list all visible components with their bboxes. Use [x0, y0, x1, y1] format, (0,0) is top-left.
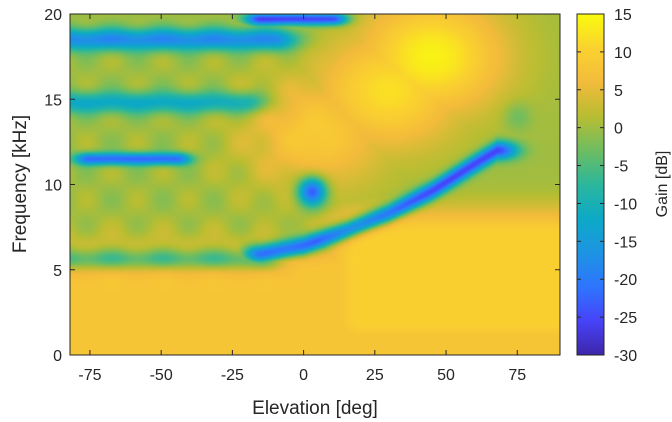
y-tick-label: 20 — [44, 7, 62, 24]
x-tick-label: -75 — [78, 367, 101, 384]
y-tick-label: 5 — [53, 263, 62, 280]
x-tick-label: -25 — [221, 367, 244, 384]
y-tick-label: 10 — [44, 178, 62, 195]
x-tick-label: 50 — [437, 367, 455, 384]
x-tick-label: 25 — [366, 367, 384, 384]
colorbar-tick-label: -10 — [614, 196, 637, 213]
colorbar-tick-label: -30 — [614, 348, 637, 365]
colorbar-tick-label: 5 — [614, 83, 623, 100]
colorbar-ticks: 15 10 5 0 -5 -10 -15 -20 -25 -30 — [577, 7, 637, 365]
plot-area: -75 -50 -25 0 25 50 75 0 5 10 15 20 — [44, 7, 561, 384]
colorbar-tick-label: -15 — [614, 234, 637, 251]
colorbar-tick-label: 0 — [614, 121, 623, 138]
heatmap-surface — [70, 14, 560, 355]
colorbar-tick-label: -20 — [614, 272, 637, 289]
heatmap-surface-container — [70, 14, 560, 355]
x-axis: -75 -50 -25 0 25 50 75 — [78, 14, 526, 384]
y-tick-label: 15 — [44, 92, 62, 109]
x-axis-title: Elevation [deg] — [252, 398, 378, 419]
x-tick-label: 0 — [299, 367, 308, 384]
colorbar-title: Gain [dB] — [654, 151, 671, 218]
colorbar-tick-label: 15 — [614, 7, 632, 24]
colorbar-gradient — [576, 13, 605, 356]
y-axis: 0 5 10 15 20 — [44, 7, 560, 365]
x-tick-label: 75 — [508, 367, 526, 384]
colorbar: 15 10 5 0 -5 -10 -15 -20 -25 -30 — [576, 7, 637, 365]
y-axis-title: Frequency [kHz] — [10, 115, 31, 253]
x-tick-label: -50 — [150, 367, 173, 384]
colorbar-tick-label: -5 — [614, 159, 628, 176]
y-tick-label: 0 — [53, 348, 62, 365]
colorbar-tick-label: 10 — [614, 45, 632, 62]
colorbar-tick-label: -25 — [614, 310, 637, 327]
